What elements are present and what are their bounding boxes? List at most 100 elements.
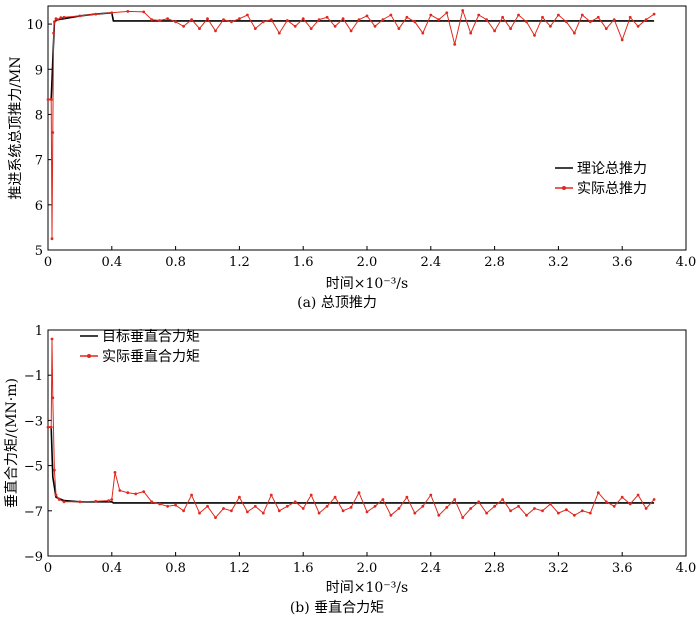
data-point — [580, 13, 584, 17]
data-point — [317, 511, 321, 515]
data-point — [389, 13, 393, 17]
data-point — [453, 498, 457, 501]
plot-frame — [47, 5, 687, 251]
data-point — [365, 14, 369, 18]
data-point — [150, 500, 154, 504]
data-point — [557, 13, 560, 17]
data-point — [78, 500, 82, 504]
series-line-2 — [48, 338, 655, 519]
data-point — [53, 20, 56, 24]
data-point — [373, 24, 377, 28]
chart-caption: (a) 总顶推力 — [297, 295, 377, 311]
data-point — [501, 15, 504, 19]
data-point — [612, 504, 616, 508]
data-point — [174, 20, 178, 24]
data-point — [56, 18, 59, 21]
data-point — [533, 507, 536, 510]
data-point — [150, 18, 154, 21]
data-point — [405, 495, 409, 499]
data-point — [285, 19, 289, 22]
data-point — [158, 502, 162, 506]
data-point — [46, 98, 50, 101]
data-point — [341, 509, 345, 513]
x-tick-label: 2.4 — [420, 255, 441, 270]
data-point — [182, 509, 186, 513]
data-point — [253, 504, 257, 508]
data-point — [142, 490, 146, 493]
data-point — [445, 506, 449, 509]
data-point — [453, 43, 457, 46]
series-line-2 — [48, 8, 655, 239]
x-tick-label: 0.8 — [165, 255, 186, 270]
data-point — [238, 17, 241, 21]
data-point — [429, 493, 433, 497]
chart-caption: (b) 垂直合力矩 — [290, 599, 384, 616]
data-point — [190, 493, 194, 497]
data-point — [166, 17, 170, 21]
data-point — [118, 489, 122, 492]
data-point — [174, 503, 178, 507]
y-tick-label: −7 — [24, 505, 43, 520]
data-point — [206, 504, 209, 508]
x-tick-label: 3.2 — [548, 255, 569, 270]
data-point — [421, 31, 425, 35]
data-point — [57, 498, 61, 501]
data-point — [94, 499, 98, 503]
x-tick-label: 2.0 — [357, 561, 378, 576]
data-point — [126, 491, 130, 495]
data-point — [620, 38, 624, 42]
x-tick-label: 1.2 — [229, 255, 250, 270]
data-point — [405, 15, 409, 19]
data-point — [573, 513, 576, 517]
data-point — [612, 18, 616, 21]
legend-marker — [562, 186, 566, 190]
data-point — [549, 24, 552, 28]
data-point — [62, 500, 66, 504]
x-tick-label: 0.4 — [101, 255, 122, 270]
y-tick-label: 8 — [35, 108, 43, 123]
data-point — [381, 498, 385, 501]
data-point — [333, 24, 337, 28]
y-tick-label: 9 — [35, 63, 43, 78]
data-point — [588, 20, 592, 24]
data-point — [437, 513, 441, 517]
data-point — [461, 9, 465, 12]
legend-label-2: 实际垂直合力矩 — [102, 348, 200, 365]
data-point — [134, 492, 138, 496]
data-point — [596, 491, 600, 495]
data-point — [317, 18, 321, 21]
data-point — [636, 493, 640, 497]
data-point — [309, 27, 313, 30]
data-point — [230, 20, 233, 24]
y-tick-label: −3 — [24, 414, 43, 429]
legend-label-1: 理论总推力 — [577, 161, 647, 177]
x-tick-label: 2.4 — [420, 561, 441, 576]
data-point — [49, 425, 53, 429]
data-point — [261, 511, 265, 515]
data-point — [421, 504, 425, 508]
legend-marker — [87, 354, 91, 358]
data-point — [565, 508, 568, 512]
data-point — [565, 20, 568, 24]
data-point — [52, 31, 55, 35]
data-point — [389, 513, 393, 517]
x-axis-label: 时间×10⁻³/s — [326, 276, 408, 292]
legend-label-2: 实际总推力 — [577, 181, 647, 197]
data-point — [222, 507, 225, 510]
data-point — [477, 500, 481, 504]
data-point — [94, 12, 98, 16]
legend-label-1: 目标垂直合力矩 — [102, 328, 200, 345]
data-point — [501, 498, 504, 501]
data-point — [636, 24, 640, 28]
data-point — [238, 495, 241, 499]
data-point — [628, 502, 632, 506]
y-tick-label: 6 — [35, 199, 43, 214]
y-axis-label: 垂直合力矩/(MN·m) — [3, 378, 20, 508]
data-point — [214, 29, 217, 33]
data-point — [261, 20, 265, 24]
data-point — [301, 507, 305, 510]
data-point — [269, 493, 273, 497]
data-point — [190, 18, 194, 21]
data-point — [541, 509, 544, 513]
data-point — [277, 509, 281, 513]
